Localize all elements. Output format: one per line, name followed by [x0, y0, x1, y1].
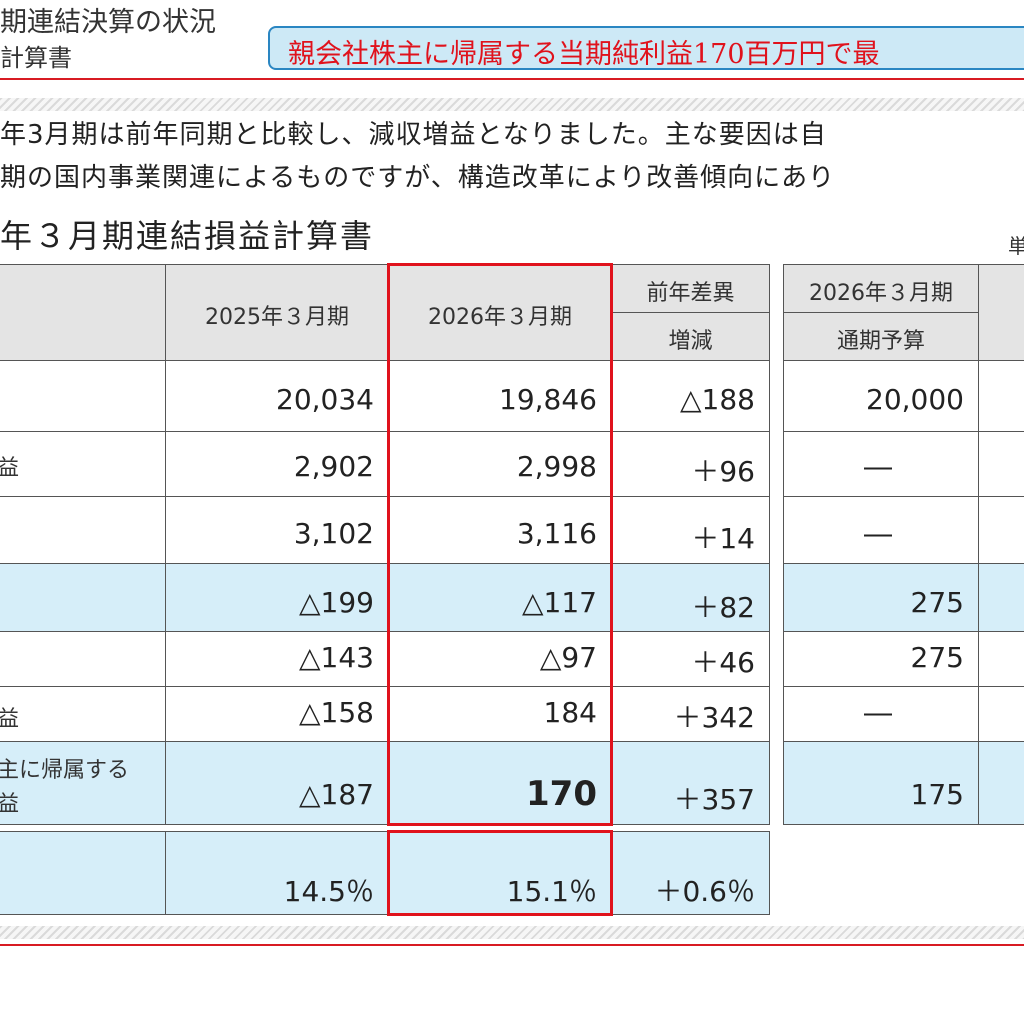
table-cell: ―	[783, 686, 979, 742]
table-row-label	[0, 360, 166, 432]
headline-banner-text: 親会社株主に帰属する当期純利益170百万円で最	[288, 39, 880, 70]
table-cell: 3,116	[388, 496, 612, 564]
table-row-label	[0, 563, 166, 632]
table-cell: 20,000	[783, 360, 979, 432]
headline-banner: 親会社株主に帰属する当期純利益170百万円で最	[268, 26, 1024, 70]
highlight-net-income: 170	[526, 774, 597, 814]
header-prev: 2025年３月期	[205, 305, 349, 330]
header-divider	[0, 78, 1024, 80]
table-cell: ＋342	[611, 686, 770, 742]
table-cell: ＋82	[611, 563, 770, 632]
table-row-label: 益	[0, 686, 166, 742]
table-cell	[978, 431, 1024, 497]
table-cell: △117	[388, 563, 612, 632]
table-cell: 175	[783, 741, 979, 825]
table-cell	[978, 741, 1024, 825]
table-cell: 20,034	[165, 360, 389, 432]
header-forecast: 通期予算	[836, 329, 925, 354]
table-cell: 14.5％	[165, 831, 389, 915]
header-prev-cell: 2025年３月期	[165, 264, 389, 361]
table-cell: △143	[165, 631, 389, 687]
table-cell: 19,846	[388, 360, 612, 432]
table-cell: 275	[783, 563, 979, 632]
page-subtitle: 計算書	[0, 44, 72, 72]
table-cell: 2,902	[165, 431, 389, 497]
header-curr: 2026年３月期	[428, 305, 572, 330]
header-extra-cell	[978, 264, 1024, 361]
summary-line-1: 年3月期は前年同期と比較し、減収増益となりました。主な要因は自	[0, 120, 827, 150]
table-cell: △97	[388, 631, 612, 687]
header-diff: 増減	[668, 329, 713, 354]
table-cell: ―	[783, 496, 979, 564]
header-curr-cell: 2026年３月期	[388, 264, 612, 361]
footer-divider	[0, 944, 1024, 946]
table-row-label: 主に帰属する 益	[0, 741, 166, 825]
header-label-cell	[0, 264, 166, 361]
table-cell: △187	[165, 741, 389, 825]
table-cell: 3,102	[165, 496, 389, 564]
header-diff-group: 前年差異	[646, 281, 735, 306]
table-cell: 15.1％	[388, 831, 612, 915]
table-row-label: 益	[0, 431, 166, 497]
table-title: 年３月期連結損益計算書	[0, 217, 375, 255]
summary-line-2: 期の国内事業関連によるものですが、構造改革により改善傾向にあり	[0, 163, 836, 193]
table-cell	[978, 563, 1024, 632]
table-cell	[978, 631, 1024, 687]
table-cell: △158	[165, 686, 389, 742]
header-diff-cell: 増減	[611, 312, 770, 361]
table-cell: ＋357	[611, 741, 770, 825]
table-cell: ＋96	[611, 431, 770, 497]
table-row-label	[0, 496, 166, 564]
header-forecast-cell: 通期予算	[783, 312, 979, 361]
table-cell: 275	[783, 631, 979, 687]
table-cell: 2,998	[388, 431, 612, 497]
unit-label: 単	[1008, 234, 1024, 258]
page-title: 期連結決算の状況	[0, 7, 216, 38]
table-cell	[978, 496, 1024, 564]
table-cell: 184	[388, 686, 612, 742]
table-cell	[978, 360, 1024, 432]
header-forecast-year-cell: 2026年３月期	[783, 264, 979, 313]
hatch-band-bottom	[0, 926, 1024, 939]
table-cell: △188	[611, 360, 770, 432]
table-cell	[978, 686, 1024, 742]
table-row-label	[0, 631, 166, 687]
header-diff-group-cell: 前年差異	[611, 264, 770, 313]
table-cell: ―	[783, 431, 979, 497]
hatch-band-top	[0, 98, 1024, 111]
table-cell: 170	[388, 741, 612, 825]
table-cell: ＋46	[611, 631, 770, 687]
table-cell: ＋0.6％	[611, 831, 770, 915]
table-cell: ＋14	[611, 496, 770, 564]
table-row-label	[0, 831, 166, 915]
table-cell: △199	[165, 563, 389, 632]
header-forecast-year: 2026年３月期	[809, 281, 953, 306]
